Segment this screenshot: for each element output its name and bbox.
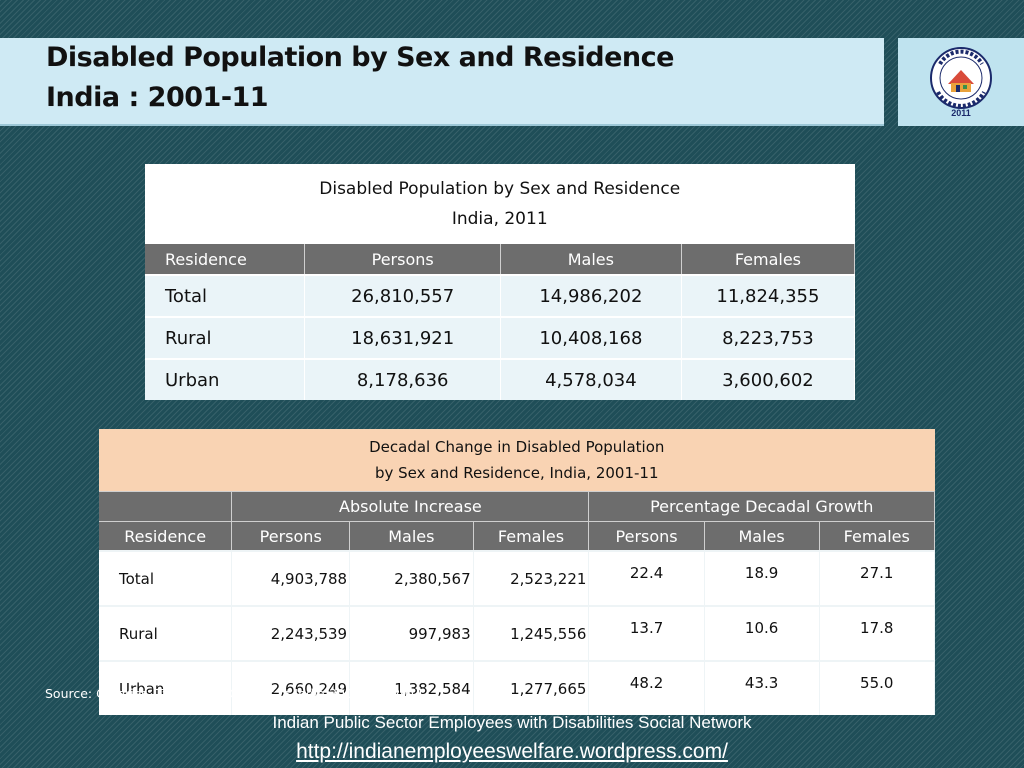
table1-cell: 8,178,636 xyxy=(304,358,501,400)
table2-header-males-pct: Males xyxy=(704,521,820,551)
title-bar: Disabled Population by Sex and Residence… xyxy=(0,38,884,126)
table1-cell: 26,810,557 xyxy=(304,274,501,317)
source-note: Source: C-Series, Table C-20, Census of … xyxy=(45,686,425,701)
table1-header-residence: Residence xyxy=(145,244,306,275)
slide-title-line-2: India : 2001-11 xyxy=(46,82,269,113)
table1-cell: 8,223,753 xyxy=(681,316,856,359)
table2-cell: 22.4 xyxy=(588,550,705,606)
table2-title-line-2: by Sex and Residence, India, 2001-11 xyxy=(374,464,659,482)
table-row: Total 26,810,557 14,986,202 11,824,355 xyxy=(145,274,856,317)
table1-header-females: Females xyxy=(681,244,856,275)
census-logo: 2011 xyxy=(898,38,1024,126)
table1-cell: Rural xyxy=(145,316,306,359)
table2-cell: 2,243,539 xyxy=(231,605,351,661)
table2-group-percentage-growth: Percentage Decadal Growth xyxy=(588,491,935,522)
table2-cell: 2,380,567 xyxy=(349,550,474,606)
table2-cell: 2,523,221 xyxy=(473,550,590,606)
footer-organization: Indian Public Sector Employees with Disa… xyxy=(272,713,752,732)
table2-group-header-row: Absolute Increase Percentage Decadal Gro… xyxy=(99,491,935,522)
table2-header-males: Males xyxy=(349,521,474,551)
table1-cell: 18,631,921 xyxy=(304,316,501,359)
table1-cell: 3,600,602 xyxy=(681,358,856,400)
table1-title-line-1: Disabled Population by Sex and Residence xyxy=(319,179,681,199)
table-row: Urban 2,660,249 1,382,584 1,277,665 48.2… xyxy=(99,660,935,715)
disabled-population-table: Disabled Population by Sex and Residence… xyxy=(145,164,856,400)
table2-cell: Total xyxy=(99,550,233,606)
table2-cell: 43.3 xyxy=(704,660,820,715)
table1-cell: 10,408,168 xyxy=(500,316,682,359)
table2-cell: 2,660,249 xyxy=(231,660,351,715)
table1-header-persons: Persons xyxy=(304,244,501,275)
table1-cell: 4,578,034 xyxy=(500,358,682,400)
table1-cell: 11,824,355 xyxy=(681,274,856,317)
table2-title: Decadal Change in Disabled Population by… xyxy=(99,429,935,492)
table2-title-line-1: Decadal Change in Disabled Population xyxy=(369,438,665,456)
table2-cell: 18.9 xyxy=(704,550,820,606)
table2-header-persons-pct: Persons xyxy=(588,521,705,551)
table2-cell: 48.2 xyxy=(588,660,705,715)
table2-cell: 1,277,665 xyxy=(473,660,590,715)
table2-cell: 55.0 xyxy=(819,660,935,715)
table2-header-residence: Residence xyxy=(99,521,233,551)
table2-cell: 17.8 xyxy=(819,605,935,661)
table2-header-persons: Persons xyxy=(231,521,351,551)
table1-cell: Urban xyxy=(145,358,306,400)
slide-title-line-1: Disabled Population by Sex and Residence xyxy=(46,42,674,73)
table2-header-row: Residence Persons Males Females Persons … xyxy=(99,521,935,551)
footer-link[interactable]: http://indianemployeeswelfare.wordpress.… xyxy=(296,740,728,763)
table2-cell: 4,903,788 xyxy=(231,550,351,606)
table2-group-absolute-increase: Absolute Increase xyxy=(231,491,590,522)
table2-cell: 1,245,556 xyxy=(473,605,590,661)
table-row: Rural 18,631,921 10,408,168 8,223,753 xyxy=(145,316,856,359)
table1-cell: 14,986,202 xyxy=(500,274,682,317)
table1-title-line-2: India, 2011 xyxy=(451,209,548,229)
table1-header-males: Males xyxy=(500,244,682,275)
decadal-change-table: Decadal Change in Disabled Population by… xyxy=(99,429,935,715)
table2-cell: 10.6 xyxy=(704,605,820,661)
table2-cell: Rural xyxy=(99,605,233,661)
table2-cell: 997,983 xyxy=(349,605,474,661)
table2-cell: 1,382,584 xyxy=(349,660,474,715)
table2-cell: Urban xyxy=(99,660,233,715)
table-row: Urban 8,178,636 4,578,034 3,600,602 xyxy=(145,358,856,400)
table2-header-females: Females xyxy=(473,521,590,551)
table1-cell: Total xyxy=(145,274,306,317)
table-row: Total 4,903,788 2,380,567 2,523,221 22.4… xyxy=(99,550,935,606)
table2-cell: 27.1 xyxy=(819,550,935,606)
table2-cell: 13.7 xyxy=(588,605,705,661)
table-row: Rural 2,243,539 997,983 1,245,556 13.7 1… xyxy=(99,605,935,661)
logo-year: 2011 xyxy=(951,108,971,118)
table1-title: Disabled Population by Sex and Residence… xyxy=(145,164,855,244)
census-logo-icon xyxy=(930,47,992,109)
table2-header-females-pct: Females xyxy=(819,521,935,551)
table1-header-row: Residence Persons Males Females xyxy=(145,244,856,275)
table2-group-header-empty xyxy=(99,491,233,522)
